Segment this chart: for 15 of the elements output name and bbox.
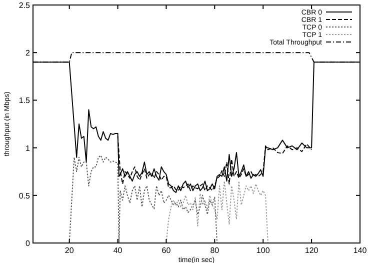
x-tick-label: 60	[162, 246, 172, 255]
x-tick-label: 80	[210, 246, 220, 255]
y-tick-label: 0.5	[18, 191, 31, 200]
x-tick-label: 140	[353, 246, 368, 255]
y-tick-label: 2	[26, 48, 31, 58]
x-tick-label: 120	[304, 246, 319, 255]
y-tick-label: 2.5	[18, 1, 31, 10]
y-tick-label: 0	[26, 239, 31, 248]
x-tick-label: 40	[113, 246, 123, 255]
line-series	[166, 180, 268, 244]
x-tick-label: 100	[256, 246, 270, 255]
y-tick-label: 1.5	[18, 96, 31, 106]
y-tick-label: 1	[26, 144, 31, 153]
line-series	[68, 154, 218, 244]
x-tick-label: 20	[64, 246, 74, 255]
